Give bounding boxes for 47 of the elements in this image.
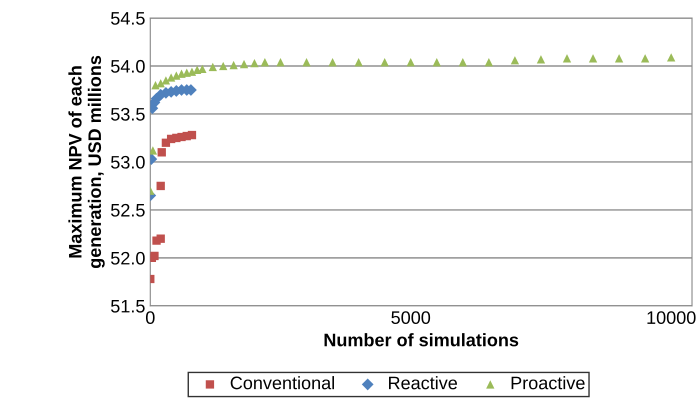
y-axis-title: Maximum NPV of each generation, USD millions	[68, 56, 105, 268]
y-tick-label: 53.0	[111, 156, 145, 169]
point	[614, 54, 624, 62]
point	[240, 60, 248, 68]
point	[162, 76, 170, 85]
point	[156, 79, 165, 88]
legend-label: Reactive	[389, 376, 457, 390]
y-tick-label: 51.5	[111, 300, 145, 313]
legend-label: Conventional	[230, 376, 334, 390]
point	[484, 58, 494, 66]
point	[328, 58, 337, 66]
point	[432, 58, 441, 66]
y-tick-label: 54.5	[111, 12, 145, 25]
point	[536, 55, 546, 64]
point	[219, 62, 228, 70]
point	[250, 58, 259, 68]
point	[150, 146, 158, 155]
point	[588, 54, 598, 62]
point	[562, 54, 572, 62]
point	[156, 234, 165, 243]
point	[150, 252, 159, 260]
point	[354, 58, 363, 66]
point	[667, 53, 676, 62]
point	[188, 130, 196, 140]
point	[208, 62, 217, 72]
y-tick-label: 53.5	[111, 108, 145, 121]
point	[406, 58, 415, 66]
point	[302, 58, 311, 66]
x-tick-label: 0	[146, 311, 155, 324]
point	[276, 58, 285, 66]
point	[156, 182, 165, 190]
point	[458, 58, 467, 66]
x-tick-label: 5000	[391, 311, 430, 324]
x-tick-label: 10000	[647, 311, 696, 324]
point	[151, 81, 160, 90]
point	[260, 58, 270, 66]
x-axis-title: Number of simulations	[324, 333, 518, 346]
point	[229, 60, 238, 70]
point	[158, 148, 166, 157]
legend-label: Proactive	[512, 376, 585, 390]
y-tick-label: 52.5	[111, 204, 145, 217]
point	[640, 54, 650, 62]
point	[172, 71, 180, 80]
point	[510, 56, 520, 64]
y-tick-label: 52.0	[111, 252, 145, 265]
point	[380, 58, 389, 66]
y-tick-label: 54.0	[111, 60, 145, 73]
